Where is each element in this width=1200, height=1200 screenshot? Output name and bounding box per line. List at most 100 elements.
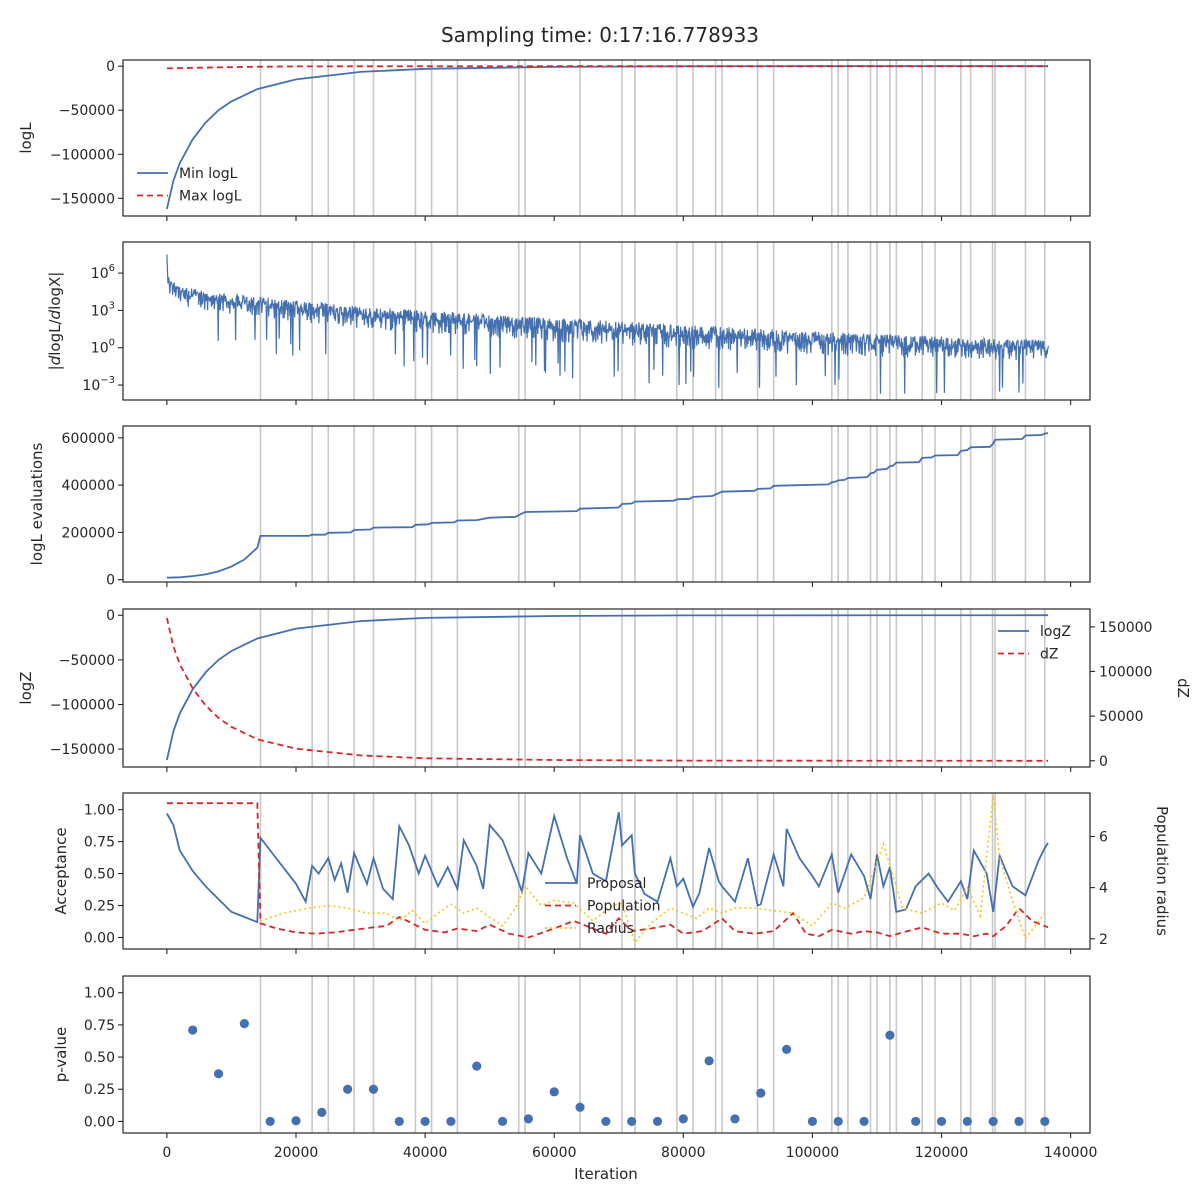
y2-tick-label: 2 xyxy=(1099,932,1108,948)
y2-tick-label: 100000 xyxy=(1099,664,1152,680)
series-line-proposal xyxy=(166,812,1049,924)
scatter-point xyxy=(239,1019,249,1029)
scatter-point xyxy=(859,1116,869,1127)
series-line-population xyxy=(166,802,1049,939)
y2-axis-label: Population radius xyxy=(1153,806,1171,936)
panels: 0 −50000 −100000 −150000 logL Min logL Max log… xyxy=(17,59,1192,1161)
y-tick-label: 0.25 xyxy=(84,1082,115,1098)
scatter-point xyxy=(627,1116,637,1127)
panel-4: 0 −50000 −100000 −150000 logZ 0 50000 100000 150… xyxy=(17,608,1192,772)
axes-frame xyxy=(122,975,1091,1134)
series-line-dz xyxy=(166,617,1049,762)
scatter-point xyxy=(911,1116,921,1127)
y2-tick-label: 4 xyxy=(1099,881,1108,897)
y-tick-label: 1.00 xyxy=(84,986,115,1002)
y-tick-label: 400000 xyxy=(62,478,115,494)
y-axis-label: logL evaluations xyxy=(28,442,46,565)
scatter-point xyxy=(394,1116,404,1127)
legend-label: logZ xyxy=(1040,624,1071,640)
axes-frame xyxy=(122,425,1091,583)
axes-frame xyxy=(122,241,1091,401)
scatter-point xyxy=(704,1056,714,1066)
y-axis-label: logZ xyxy=(17,671,35,704)
scatter-point xyxy=(420,1116,430,1127)
legend-label: Max logL xyxy=(179,189,242,205)
y-tick-label: 0.00 xyxy=(84,930,115,946)
scatter-point xyxy=(472,1061,482,1071)
panel-3: 0 200000 400000 600000 logL evaluations xyxy=(28,425,1091,589)
scatter-point xyxy=(652,1116,663,1127)
scatter-point xyxy=(1040,1116,1050,1127)
legend-label: Population xyxy=(587,899,661,915)
y-tick-label: 103 xyxy=(91,300,115,319)
series-line-main xyxy=(166,432,1049,579)
y-tick-label: 0 xyxy=(106,59,115,75)
y-tick-label: 0.25 xyxy=(84,899,115,915)
y-tick-label: 600000 xyxy=(62,431,115,447)
panel-6: 0.00 0.25 0.50 0.75 1.00 p-value 0 20000 40000 60… xyxy=(52,975,1097,1161)
x-tick-label: 140000 xyxy=(1044,1145,1097,1161)
y-tick-label: −50000 xyxy=(59,653,115,669)
y-axis-label: logL xyxy=(17,122,35,154)
figure-title: Sampling time: 0:17:16.778933 xyxy=(441,23,759,47)
scatter-point xyxy=(523,1114,533,1124)
y-tick-label: −100000 xyxy=(50,698,115,714)
legend-label: dZ xyxy=(1040,647,1058,663)
scatter-point xyxy=(601,1116,611,1127)
scatter-point xyxy=(885,1030,895,1040)
scatter-point xyxy=(291,1116,301,1126)
scatter-point xyxy=(988,1116,998,1127)
x-tick-label: 60000 xyxy=(532,1145,577,1161)
scatter-point xyxy=(368,1084,379,1094)
scatter-point xyxy=(317,1107,327,1118)
x-tick-label: 0 xyxy=(162,1145,171,1161)
x-axis-label: Iteration xyxy=(574,1165,638,1183)
scatter-point xyxy=(497,1116,508,1127)
panel-2: 106 103 100 10−3 |dlogL/dlogX| xyxy=(46,241,1091,405)
series-line-logz xyxy=(166,614,1049,761)
y2-axis-label: dZ xyxy=(1174,678,1192,698)
y-tick-label: 0.00 xyxy=(84,1114,115,1130)
axes-frame xyxy=(122,608,1091,768)
x-tick-label: 100000 xyxy=(786,1145,839,1161)
y-axis-label: Acceptance xyxy=(52,827,70,914)
y-tick-label: 0.50 xyxy=(84,1050,115,1066)
legend-label: Proposal xyxy=(587,876,646,892)
y-tick-label: 0.50 xyxy=(84,867,115,883)
scatter-point xyxy=(343,1084,353,1094)
scatter-point xyxy=(575,1102,585,1112)
y-tick-label: 10−3 xyxy=(82,375,115,394)
y-tick-label: 106 xyxy=(91,263,115,282)
y2-tick-label: 6 xyxy=(1099,829,1108,845)
scatter-point xyxy=(213,1069,224,1079)
series-line-derivative xyxy=(166,254,1050,394)
y-tick-label: 200000 xyxy=(62,525,115,541)
y2-tick-label: 50000 xyxy=(1099,709,1144,725)
scatter-point xyxy=(756,1088,766,1098)
scatter-point xyxy=(265,1116,275,1127)
y-tick-label: 100 xyxy=(91,338,115,357)
axes-frame xyxy=(122,792,1091,950)
scatter-point xyxy=(446,1116,456,1127)
panel-1: 0 −50000 −100000 −150000 logL Min logL Max log… xyxy=(17,59,1091,221)
x-tick-label: 40000 xyxy=(403,1145,448,1161)
scatter-point xyxy=(962,1116,972,1127)
series-line-radius xyxy=(260,795,1046,945)
y-tick-label: 1.00 xyxy=(84,803,115,819)
y-tick-label: −150000 xyxy=(50,742,115,758)
x-tick-label: 120000 xyxy=(915,1145,968,1161)
scatter-point xyxy=(678,1114,688,1124)
x-tick-label: 80000 xyxy=(661,1145,706,1161)
y-tick-label: 0 xyxy=(106,573,115,589)
panel-5: 0.00 0.25 0.50 0.75 1.00 Acceptance 2 4 6 Populat… xyxy=(52,792,1171,954)
y-tick-label: −150000 xyxy=(50,191,115,207)
y-tick-label: 0.75 xyxy=(84,1018,115,1034)
scatter-point xyxy=(782,1044,792,1054)
y-tick-label: −50000 xyxy=(59,103,115,119)
scatter-point xyxy=(549,1087,559,1097)
scatter-point xyxy=(188,1025,198,1035)
y-axis-label: |dlogL/dlogX| xyxy=(46,272,64,371)
y-axis-label: p-value xyxy=(52,1027,70,1083)
